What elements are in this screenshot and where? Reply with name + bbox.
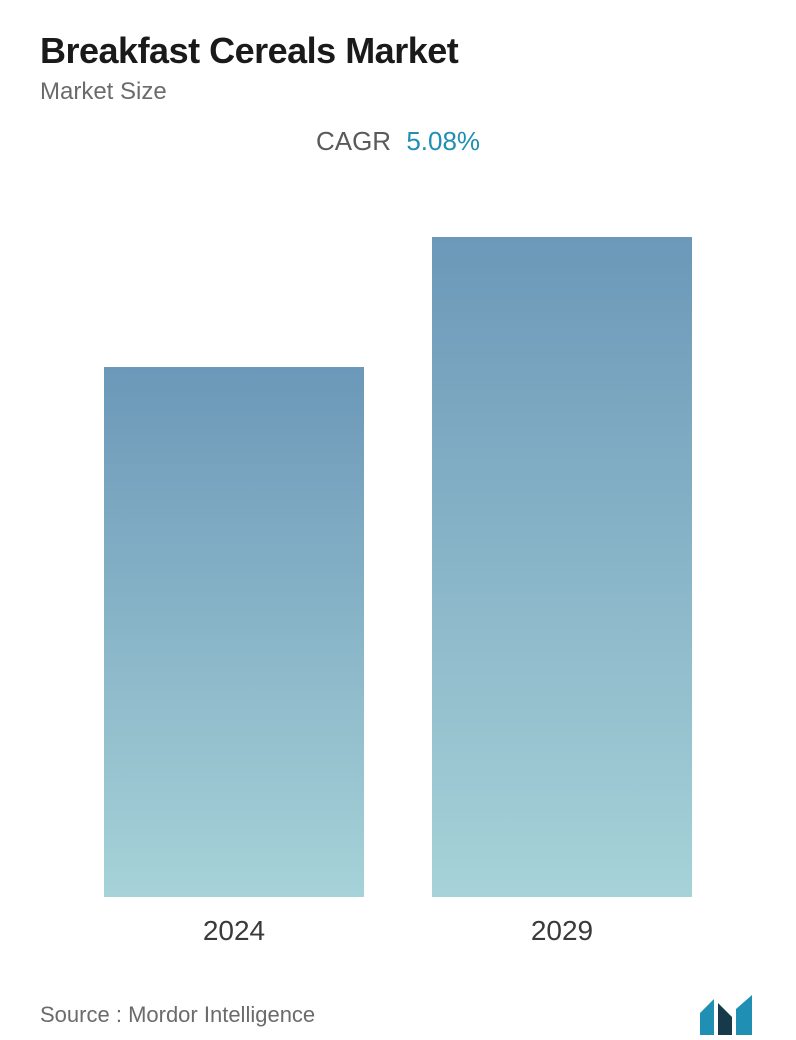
bar-group-0: 2024 — [104, 367, 364, 947]
cagr-label: CAGR — [316, 126, 391, 156]
cagr-value: 5.08% — [406, 126, 480, 156]
source-label: Source : — [40, 1002, 122, 1027]
source-text: Source : Mordor Intelligence — [40, 1002, 315, 1028]
cagr-row: CAGR 5.08% — [40, 126, 756, 157]
bar-group-1: 2029 — [432, 237, 692, 947]
bar-1 — [432, 237, 692, 897]
bar-label-0: 2024 — [203, 915, 265, 947]
bar-chart: 2024 2029 — [40, 237, 756, 947]
page-root: Breakfast Cereals Market Market Size CAG… — [0, 0, 796, 1034]
source-name: Mordor Intelligence — [128, 1002, 315, 1027]
page-title: Breakfast Cereals Market — [40, 30, 756, 72]
bar-label-1: 2029 — [531, 915, 593, 947]
page-subtitle: Market Size — [40, 78, 756, 106]
footer: Source : Mordor Intelligence — [40, 987, 756, 1035]
brand-logo-icon — [698, 995, 756, 1035]
bar-0 — [104, 367, 364, 897]
